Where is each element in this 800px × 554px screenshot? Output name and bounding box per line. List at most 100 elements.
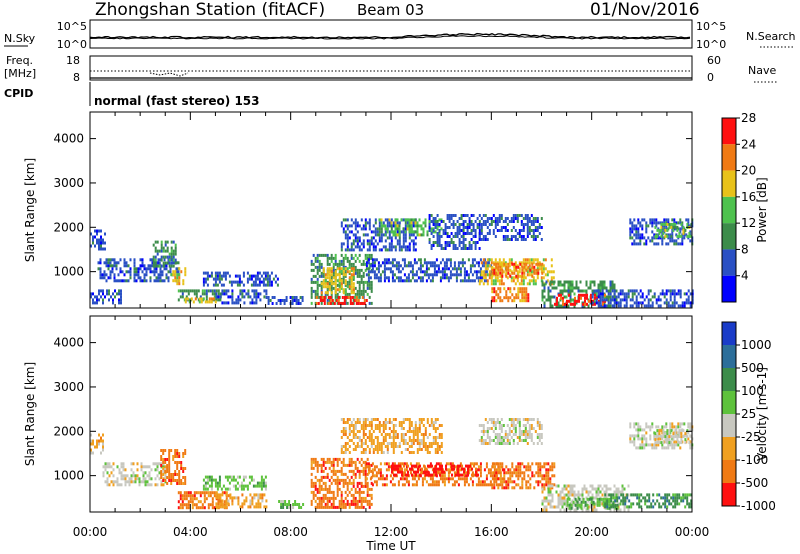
velocity-cell [502,439,505,442]
velocity-cell [405,462,408,466]
power-cell [687,301,690,305]
power-cell [525,268,528,272]
velocity-cell [340,478,343,482]
power-cell [494,220,497,223]
power-cell [321,296,324,299]
power-cell [363,299,366,302]
velocity-cell [362,496,365,500]
velocity-cell [352,448,355,451]
power-cell [206,283,209,287]
power-cell [497,287,500,291]
velocity-cell [124,474,127,478]
velocity-cell [380,424,383,427]
power-cell [379,279,382,283]
power-cell [245,292,248,296]
velocity-cell [530,427,533,430]
power-cell [386,218,389,222]
power-cell [523,274,526,278]
velocity-cell [387,462,390,466]
power-cell [673,298,676,302]
velocity-cell [195,506,198,510]
power-cell [368,239,371,243]
velocity-cell [451,477,454,481]
power-cell [113,261,116,265]
power-cell [585,289,588,293]
velocity-cell [426,436,429,439]
velocity-cell [418,430,421,433]
power-cell [526,273,529,277]
velocity-cell [120,474,123,478]
power-cell [675,233,678,237]
velocity-cell [342,430,345,433]
power-cell [113,273,116,277]
velocity-cell [419,473,421,477]
velocity-cell [371,483,374,487]
power-cell [625,298,628,302]
power-cell [672,228,675,232]
power-cell [534,279,537,283]
velocity-cell [318,499,321,503]
velocity-cell [547,484,550,488]
velocity-cell [408,421,411,424]
power-cell [641,292,644,296]
power-cell [160,258,163,262]
power-cell [661,289,664,293]
velocity-cell [479,471,482,475]
power-cell [176,279,179,283]
velocity-cell [367,462,370,466]
power-cell [396,221,399,225]
velocity-cell [495,477,498,481]
power-cell [151,264,154,268]
velocity-cell [423,470,425,474]
velocity-cell [322,469,325,473]
power-cell [497,268,500,272]
power-cell [322,282,325,286]
velocity-cell [320,469,323,473]
velocity-cell [435,480,438,484]
power-cell [96,238,98,242]
power-cell [406,224,409,228]
power-cell [443,267,446,271]
power-cell [133,258,136,262]
velocity-cell [382,439,385,442]
power-cell [174,273,177,277]
power-cell [513,296,516,300]
velocity-cell [366,502,369,506]
velocity-cell [433,473,435,477]
velocity-cell [350,421,353,424]
power-cell [318,253,321,257]
power-cell [344,253,347,257]
power-cell [462,223,465,226]
power-cell [346,259,349,263]
velocity-cell [320,463,323,467]
power-cell [572,302,574,306]
power-cell [205,295,208,299]
velocity-cell [416,442,419,445]
velocity-cell [352,469,355,473]
velocity-cell [439,464,441,468]
power-cell [464,214,467,217]
power-cell [574,302,576,306]
power-cell [344,230,347,234]
power-cell [367,267,370,271]
power-cell [362,283,365,287]
velocity-cell [370,442,373,445]
power-cell [202,297,205,301]
power-cell [586,302,588,306]
power-cell [651,304,654,308]
velocity-cell [195,503,198,507]
velocity-cell [394,433,397,436]
power-cell [597,295,600,299]
power-cell [488,258,491,262]
power-cell [324,282,327,286]
power-cell [364,227,367,231]
power-cell [161,270,164,274]
velocity-cell [436,436,439,439]
power-cell [149,264,152,268]
velocity-cell [181,494,184,498]
power-cell [482,223,485,226]
power-cell [368,262,371,266]
power-cell [423,270,426,274]
velocity-cell [374,448,377,451]
velocity-cell [237,499,240,503]
